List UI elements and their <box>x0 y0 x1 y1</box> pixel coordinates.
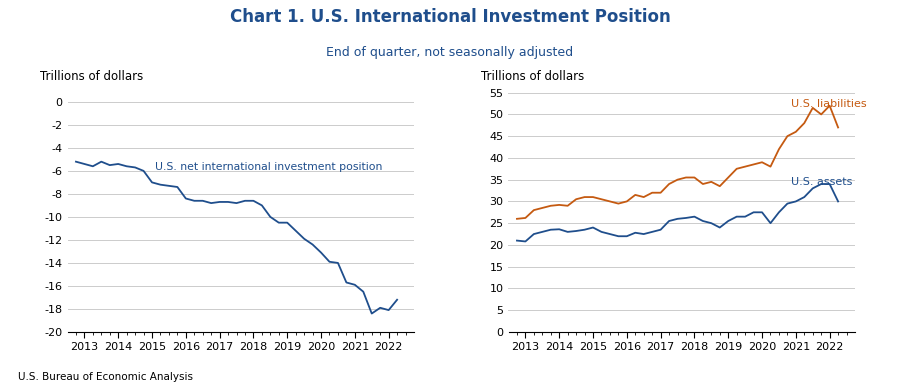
Text: Chart 1. U.S. International Investment Position: Chart 1. U.S. International Investment P… <box>230 8 670 26</box>
Text: Trillions of dollars: Trillions of dollars <box>481 70 584 83</box>
Text: End of quarter, not seasonally adjusted: End of quarter, not seasonally adjusted <box>327 46 573 59</box>
Text: U.S. assets: U.S. assets <box>791 177 852 187</box>
Text: U.S. liabilities: U.S. liabilities <box>791 98 867 108</box>
Text: U.S. net international investment position: U.S. net international investment positi… <box>156 163 382 173</box>
Text: U.S. Bureau of Economic Analysis: U.S. Bureau of Economic Analysis <box>18 372 193 382</box>
Text: Trillions of dollars: Trillions of dollars <box>40 70 143 83</box>
